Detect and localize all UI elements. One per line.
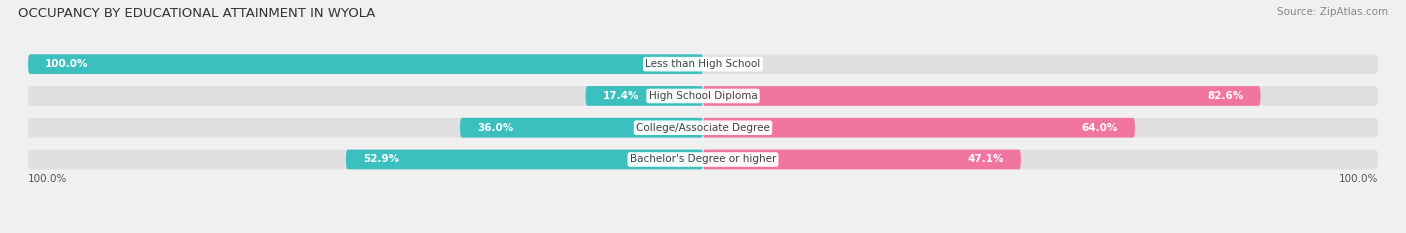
FancyBboxPatch shape [346,150,703,169]
Text: Less than High School: Less than High School [645,59,761,69]
Text: OCCUPANCY BY EDUCATIONAL ATTAINMENT IN WYOLA: OCCUPANCY BY EDUCATIONAL ATTAINMENT IN W… [18,7,375,20]
FancyBboxPatch shape [28,118,1378,137]
FancyBboxPatch shape [585,86,703,106]
FancyBboxPatch shape [28,54,703,74]
Text: 82.6%: 82.6% [1208,91,1243,101]
Text: Source: ZipAtlas.com: Source: ZipAtlas.com [1277,7,1388,17]
FancyBboxPatch shape [28,150,1378,169]
FancyBboxPatch shape [28,86,1378,106]
Text: 100.0%: 100.0% [45,59,89,69]
Legend: Owner-occupied, Renter-occupied: Owner-occupied, Renter-occupied [583,230,823,233]
FancyBboxPatch shape [703,118,1135,137]
FancyBboxPatch shape [28,54,1378,74]
Text: 100.0%: 100.0% [1339,174,1378,184]
FancyBboxPatch shape [460,118,703,137]
Text: 36.0%: 36.0% [477,123,513,133]
Text: 47.1%: 47.1% [967,154,1004,164]
Text: College/Associate Degree: College/Associate Degree [636,123,770,133]
Text: 52.9%: 52.9% [363,154,399,164]
Text: 0.0%: 0.0% [717,59,745,69]
Text: 64.0%: 64.0% [1081,123,1118,133]
Text: High School Diploma: High School Diploma [648,91,758,101]
Text: 100.0%: 100.0% [28,174,67,184]
Text: Bachelor's Degree or higher: Bachelor's Degree or higher [630,154,776,164]
FancyBboxPatch shape [703,150,1021,169]
FancyBboxPatch shape [703,86,1260,106]
Text: 17.4%: 17.4% [602,91,638,101]
